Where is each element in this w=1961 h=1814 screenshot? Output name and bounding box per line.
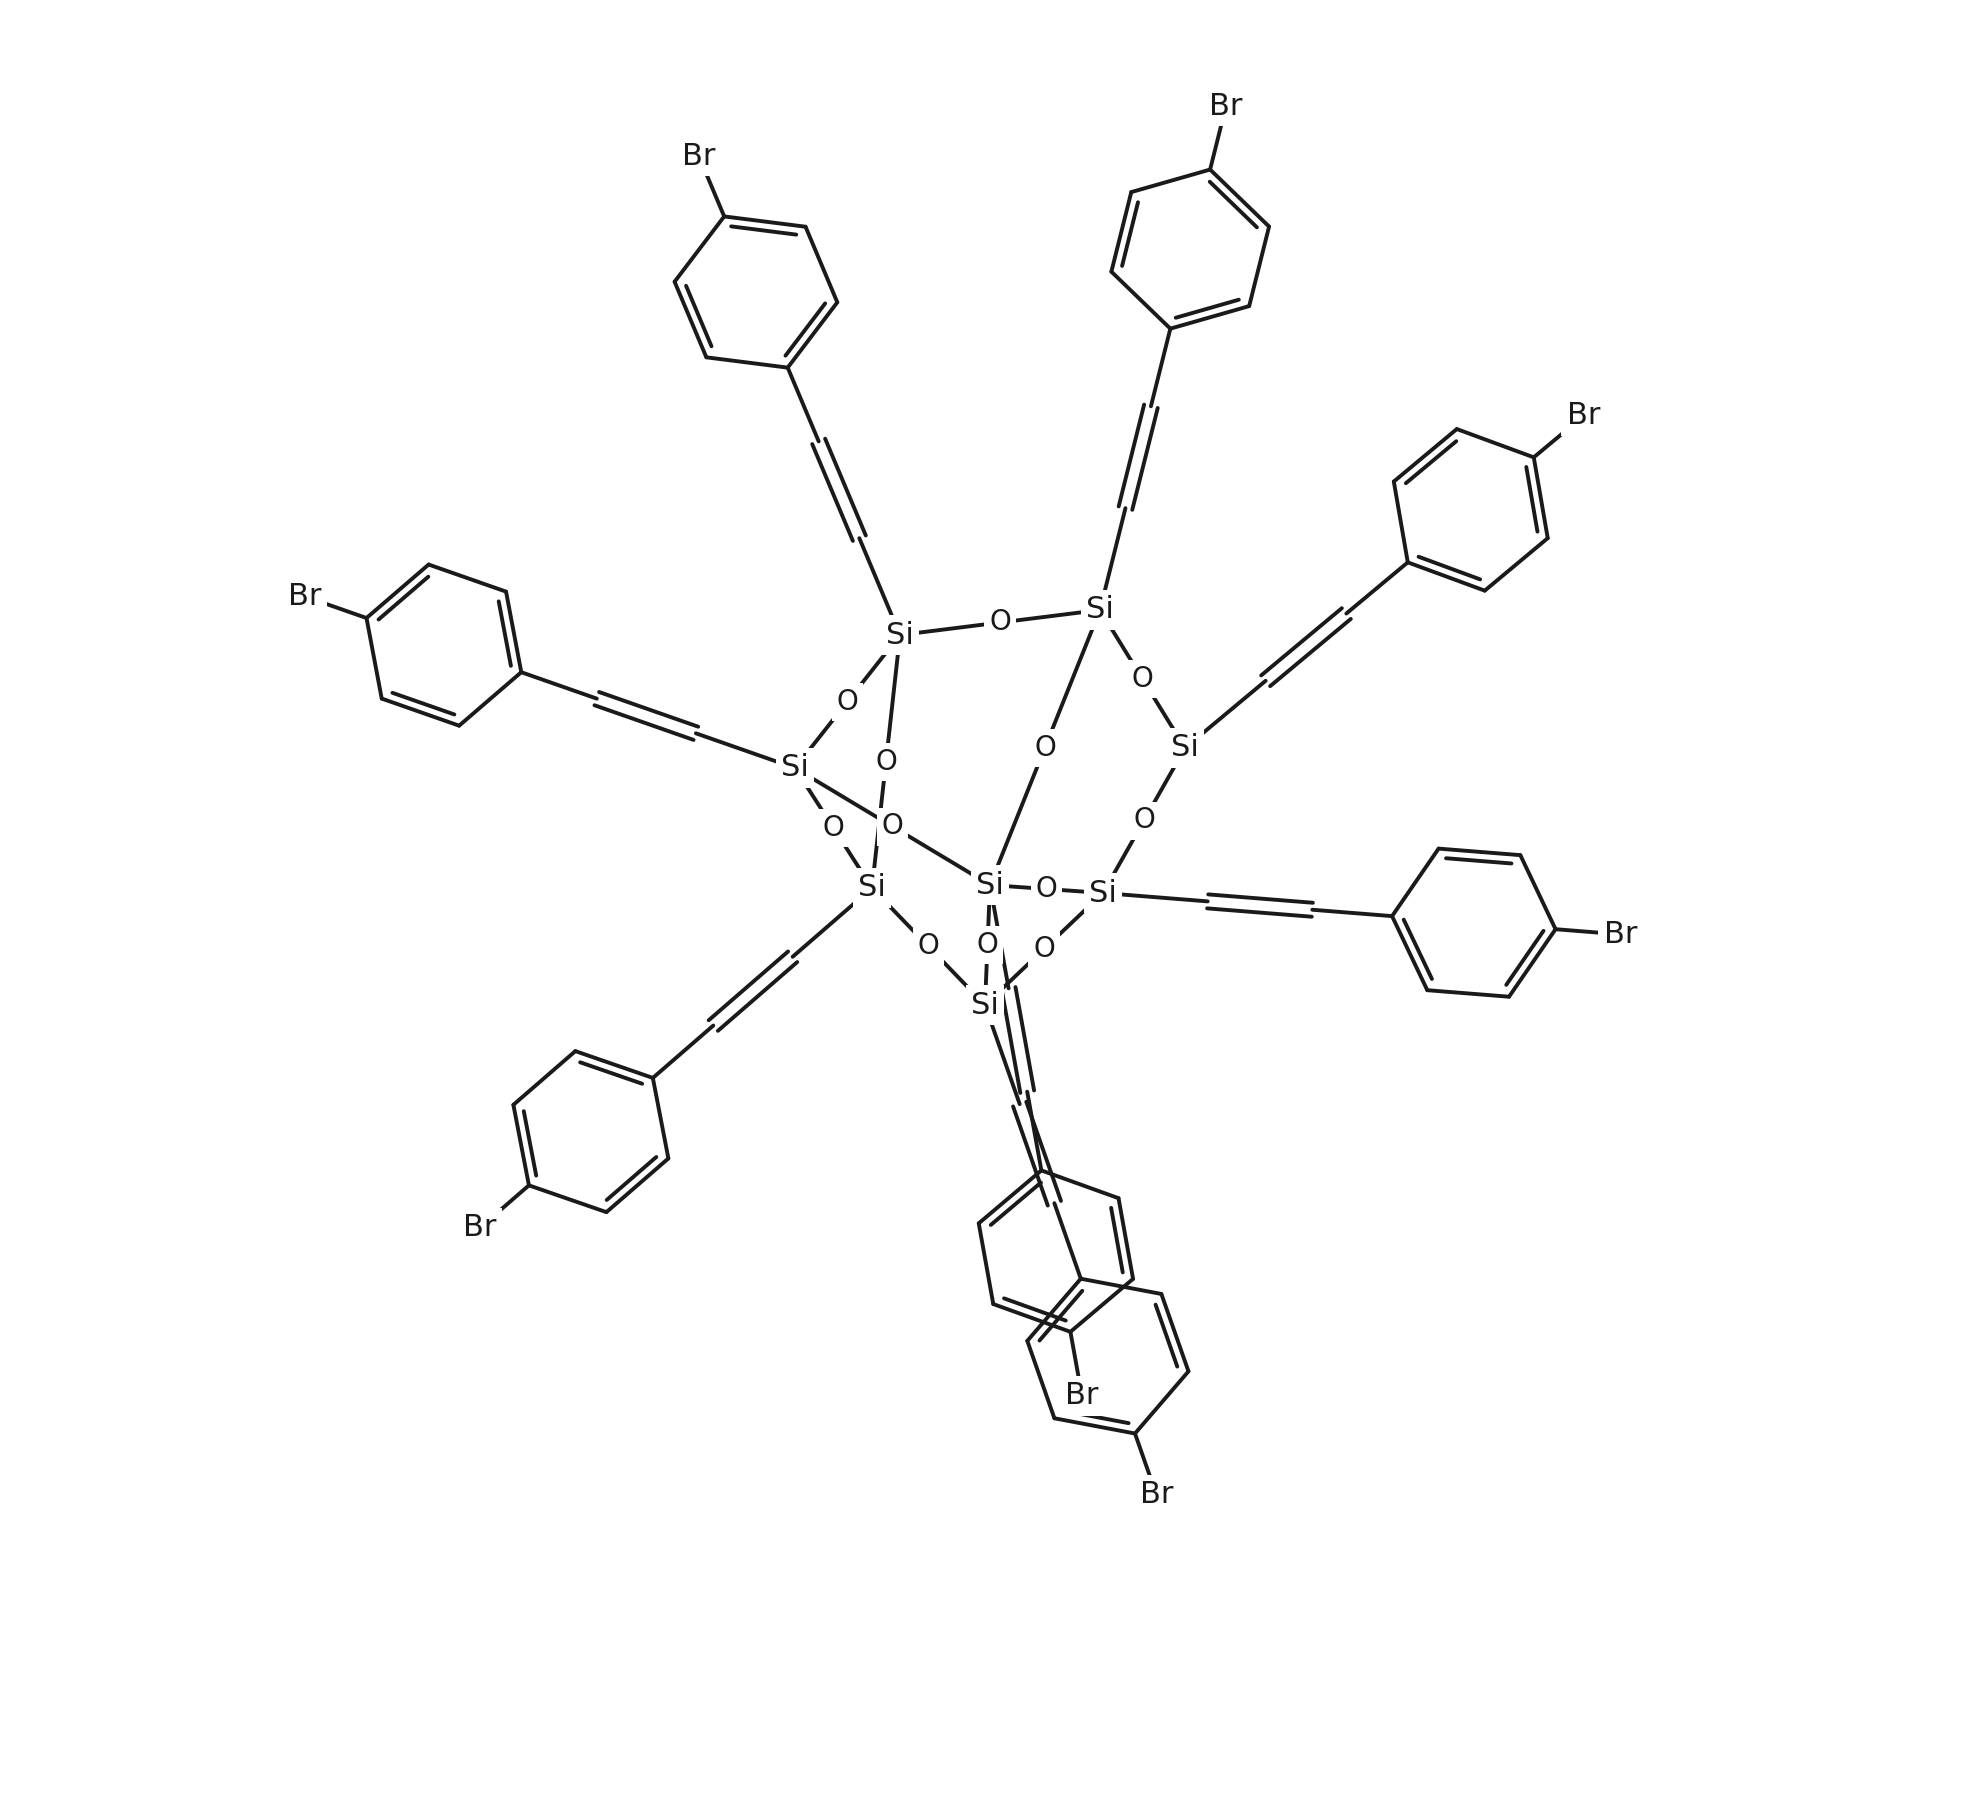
- Text: Si: Si: [971, 990, 998, 1019]
- Text: Br: Br: [682, 141, 716, 171]
- Text: O: O: [977, 931, 998, 960]
- Text: Br: Br: [1604, 920, 1637, 949]
- Text: Si: Si: [1088, 878, 1118, 907]
- Text: Br: Br: [1139, 1480, 1173, 1509]
- Text: O: O: [882, 813, 904, 840]
- Text: Si: Si: [886, 620, 914, 649]
- Text: Br: Br: [1210, 93, 1243, 122]
- Text: O: O: [875, 747, 896, 776]
- Text: Si: Si: [977, 871, 1004, 900]
- Text: O: O: [1033, 733, 1055, 762]
- Text: Br: Br: [1065, 1380, 1098, 1409]
- Text: O: O: [1133, 807, 1155, 834]
- Text: Si: Si: [1086, 595, 1114, 624]
- Text: O: O: [822, 814, 845, 842]
- Text: Br: Br: [1567, 401, 1600, 430]
- Text: Br: Br: [288, 582, 322, 611]
- Text: O: O: [1131, 666, 1153, 693]
- Text: O: O: [988, 608, 1010, 637]
- Text: O: O: [1035, 874, 1057, 903]
- Text: O: O: [837, 688, 859, 715]
- Text: Si: Si: [780, 753, 810, 782]
- Text: Br: Br: [463, 1214, 496, 1243]
- Text: O: O: [1033, 934, 1055, 963]
- Text: O: O: [918, 932, 939, 960]
- Text: Si: Si: [1171, 733, 1198, 762]
- Text: Si: Si: [859, 874, 886, 903]
